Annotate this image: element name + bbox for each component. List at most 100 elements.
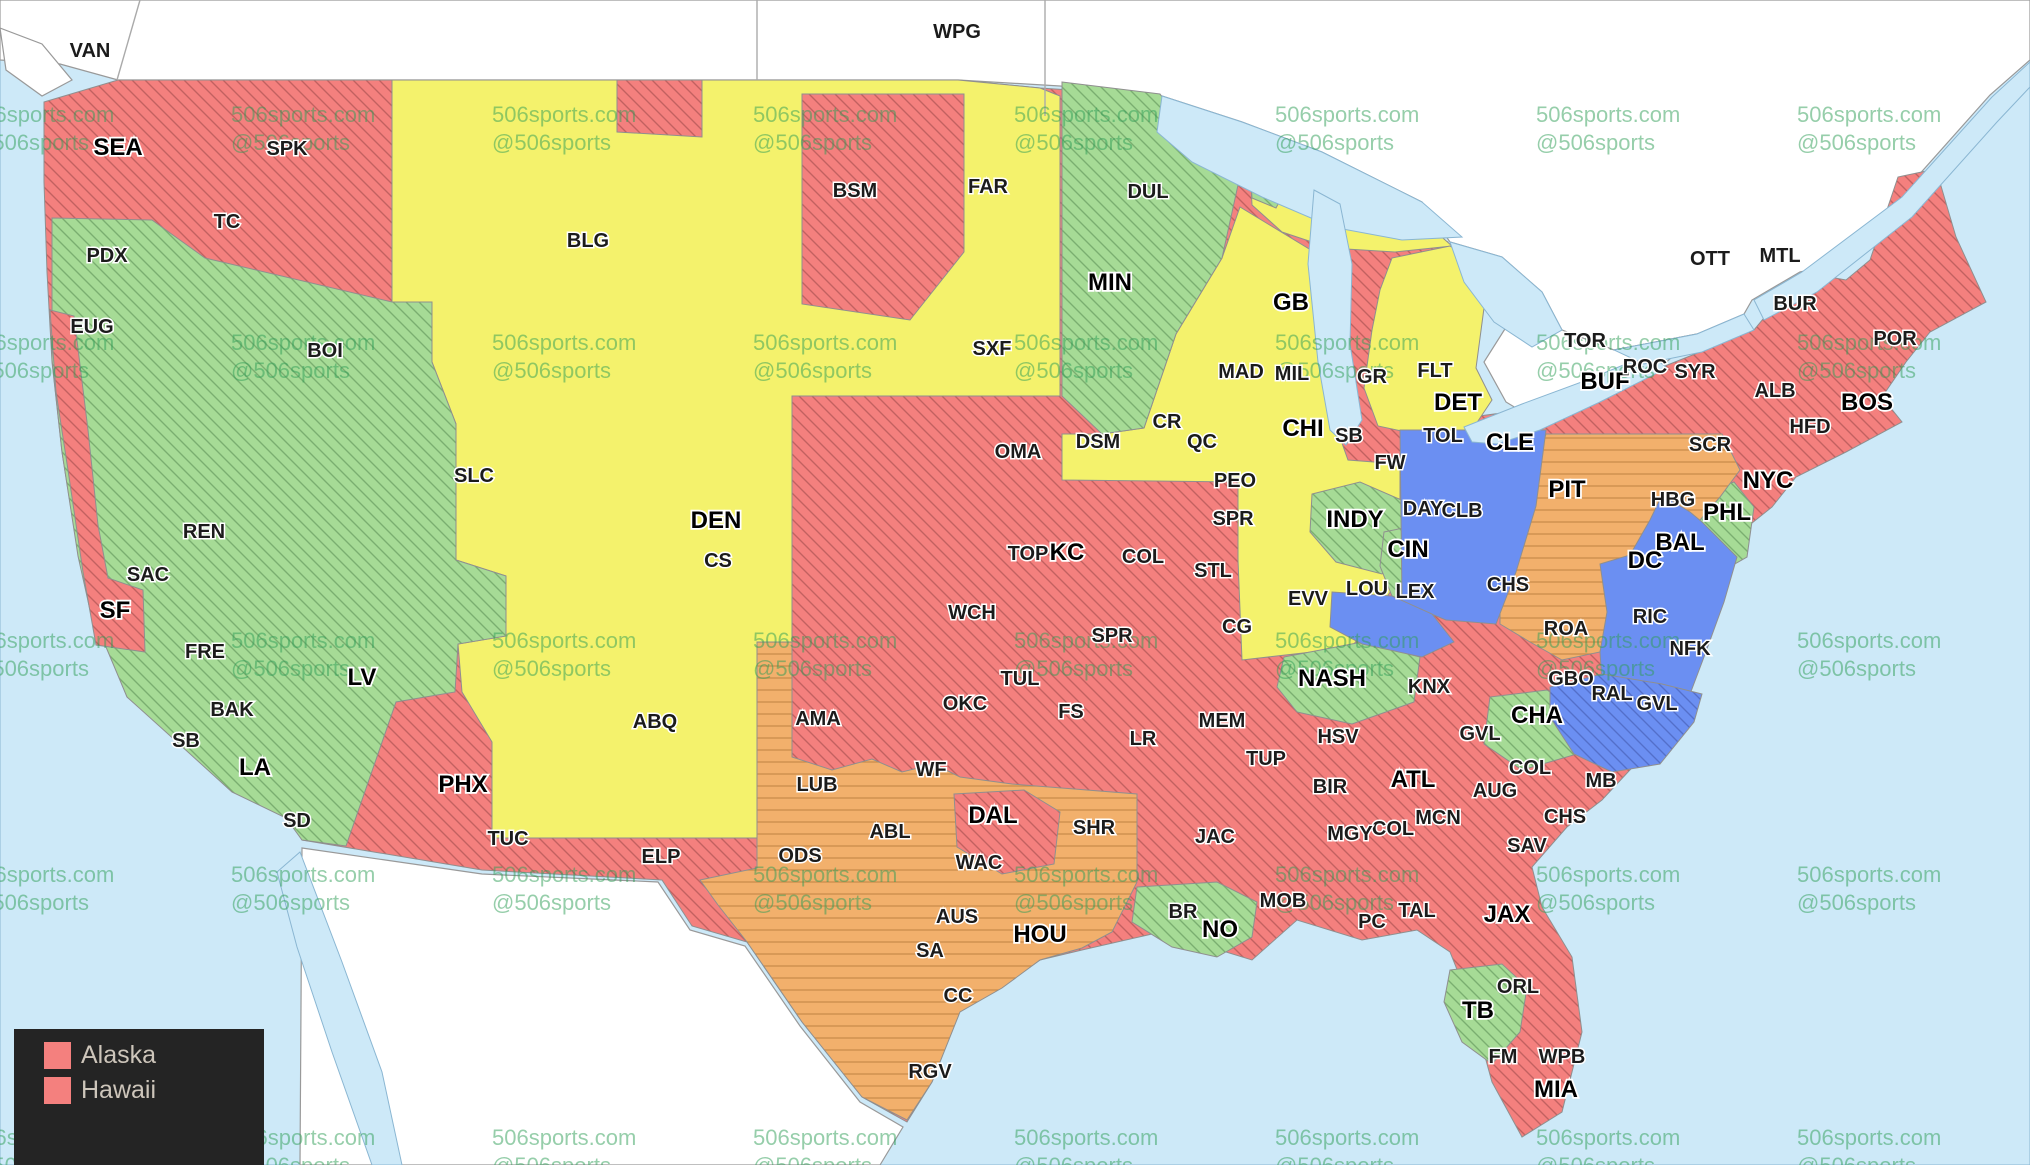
watermark-text: 506sports.com bbox=[0, 628, 114, 653]
city-label-gb: GB bbox=[1273, 289, 1309, 316]
region-red-bismarck bbox=[801, 93, 965, 321]
city-label-slc: SLC bbox=[454, 465, 494, 487]
watermark-text: 506sports.com bbox=[231, 102, 375, 127]
watermark-text: 506sports.com bbox=[1275, 628, 1419, 653]
city-label-scr: SCR bbox=[1689, 434, 1732, 456]
city-label-sac: SAC bbox=[127, 564, 169, 586]
lake-ontario bbox=[1612, 313, 1755, 365]
city-label-ama: AMA bbox=[795, 708, 841, 730]
watermark-text: 506sports.com bbox=[1536, 628, 1680, 653]
watermark-text: 506sports.com bbox=[0, 102, 114, 127]
city-label-spk: SPK bbox=[266, 138, 308, 160]
city-label-wac: WAC bbox=[956, 852, 1003, 874]
city-label-stl: STL bbox=[1194, 560, 1232, 582]
city-label-sea: SEA bbox=[93, 134, 142, 161]
city-label-fs: FS bbox=[1058, 701, 1084, 723]
city-label-jac: JAC bbox=[1195, 826, 1235, 848]
city-label-mad: MAD bbox=[1218, 361, 1264, 383]
city-label-lv: LV bbox=[348, 664, 377, 691]
legend-row-hawaii: Hawaii bbox=[44, 1077, 264, 1104]
city-label-eug: EUG bbox=[70, 316, 113, 338]
watermark-text: 506sports.com bbox=[1014, 628, 1158, 653]
city-label-top: TOP bbox=[1008, 543, 1049, 565]
city-label-bak: BAK bbox=[210, 699, 254, 721]
city-label-bal: BAL bbox=[1655, 529, 1704, 556]
city-label-min: MIN bbox=[1088, 269, 1132, 296]
watermark-text: @506sports bbox=[1275, 130, 1394, 155]
city-label-por: POR bbox=[1873, 328, 1917, 350]
city-label-dsm: DSM bbox=[1076, 431, 1120, 453]
regions-green bbox=[51, 81, 1755, 1065]
watermark-text: @506sports bbox=[1797, 890, 1916, 915]
city-label-bir: BIR bbox=[1313, 776, 1348, 798]
city-label-wf: WF bbox=[915, 759, 946, 781]
city-label-cle: CLE bbox=[1486, 429, 1534, 456]
city-label-qc: QC bbox=[1187, 431, 1217, 453]
watermark-text: @506sports bbox=[1275, 890, 1394, 915]
city-label-abq: ABQ bbox=[633, 711, 677, 733]
watermark-text: @506sports bbox=[492, 130, 611, 155]
watermark-text: 506sports.com bbox=[1275, 330, 1419, 355]
watermark-text: 506sports.com bbox=[1014, 102, 1158, 127]
legend-row-alaska: Alaska bbox=[44, 1042, 264, 1069]
watermark-text: @506sports bbox=[492, 1153, 611, 1165]
city-label-col: COL bbox=[1509, 757, 1551, 779]
city-label-tol: TOL bbox=[1423, 425, 1463, 447]
city-label-hfd: HFD bbox=[1789, 416, 1830, 438]
city-label-orl: ORL bbox=[1497, 976, 1539, 998]
city-label-fw: FW bbox=[1374, 452, 1405, 474]
watermark-text: @506sports bbox=[753, 130, 872, 155]
city-label-spr: SPR bbox=[1091, 625, 1133, 647]
city-label-nyc: NYC bbox=[1743, 467, 1794, 494]
city-label-sf: SF bbox=[100, 597, 131, 624]
city-label-lex: LEX bbox=[1396, 581, 1436, 603]
city-label-sd: SD bbox=[283, 810, 311, 832]
city-label-mb: MB bbox=[1585, 770, 1616, 792]
watermark-text: @506sports bbox=[1536, 358, 1655, 383]
watermark-text: 506sports.com bbox=[1536, 102, 1680, 127]
vancouver-island bbox=[0, 27, 73, 97]
city-label-ott: OTT bbox=[1690, 248, 1730, 270]
city-label-gvl: GVL bbox=[1636, 693, 1677, 715]
watermark-text: 506sports.com bbox=[753, 628, 897, 653]
watermark-text: 506sports.com bbox=[1536, 330, 1680, 355]
regions-red-islands bbox=[49, 79, 1061, 875]
city-label-cha: CHA bbox=[1511, 702, 1563, 729]
watermark-text: 506sports.com bbox=[1536, 1125, 1680, 1150]
lakes bbox=[276, 61, 2030, 1165]
city-label-dc: DC bbox=[1628, 547, 1663, 574]
city-label-roa: ROA bbox=[1544, 618, 1588, 640]
watermark-text: @506sports bbox=[753, 890, 872, 915]
watermark-text: @506sports bbox=[753, 358, 872, 383]
city-label-roc: ROC bbox=[1623, 356, 1667, 378]
watermark-text: @506sports bbox=[1275, 1153, 1394, 1165]
region-red-california-coast bbox=[49, 309, 146, 653]
city-label-syr: SYR bbox=[1674, 361, 1716, 383]
city-label-mob: MOB bbox=[1260, 890, 1307, 912]
city-label-tc: TC bbox=[214, 211, 241, 233]
city-label-oma: OMA bbox=[995, 441, 1042, 463]
lake-huron bbox=[1449, 241, 1563, 348]
watermark-text: @506sports bbox=[1536, 890, 1655, 915]
city-label-indy: INDY bbox=[1326, 506, 1383, 533]
city-label-cr: CR bbox=[1153, 411, 1182, 433]
watermark-text: 506sports.com bbox=[492, 862, 636, 887]
watermark-text: @506sports bbox=[231, 358, 350, 383]
city-label-phx: PHX bbox=[438, 771, 487, 798]
city-label-mtl: MTL bbox=[1759, 245, 1800, 267]
watermark-text: @506sports bbox=[492, 890, 611, 915]
watermark-text: 506sports.com bbox=[1536, 862, 1680, 887]
region-red-dallas bbox=[953, 789, 1061, 875]
watermark-text: @506sports bbox=[0, 890, 89, 915]
city-label-far: FAR bbox=[968, 176, 1009, 198]
city-label-hou: HOU bbox=[1013, 921, 1066, 948]
city-label-pc: PC bbox=[1358, 911, 1386, 933]
city-label-alb: ALB bbox=[1754, 380, 1795, 402]
watermark-text: @506sports bbox=[0, 656, 89, 681]
city-label-chs: CHS bbox=[1487, 574, 1529, 596]
hawaii-color-swatch bbox=[44, 1077, 71, 1104]
lake-michigan bbox=[1307, 189, 1363, 446]
watermark-text: @506sports bbox=[1797, 130, 1916, 155]
city-label-tup: TUP bbox=[1246, 748, 1286, 770]
city-label-wpg: WPG bbox=[933, 21, 981, 43]
